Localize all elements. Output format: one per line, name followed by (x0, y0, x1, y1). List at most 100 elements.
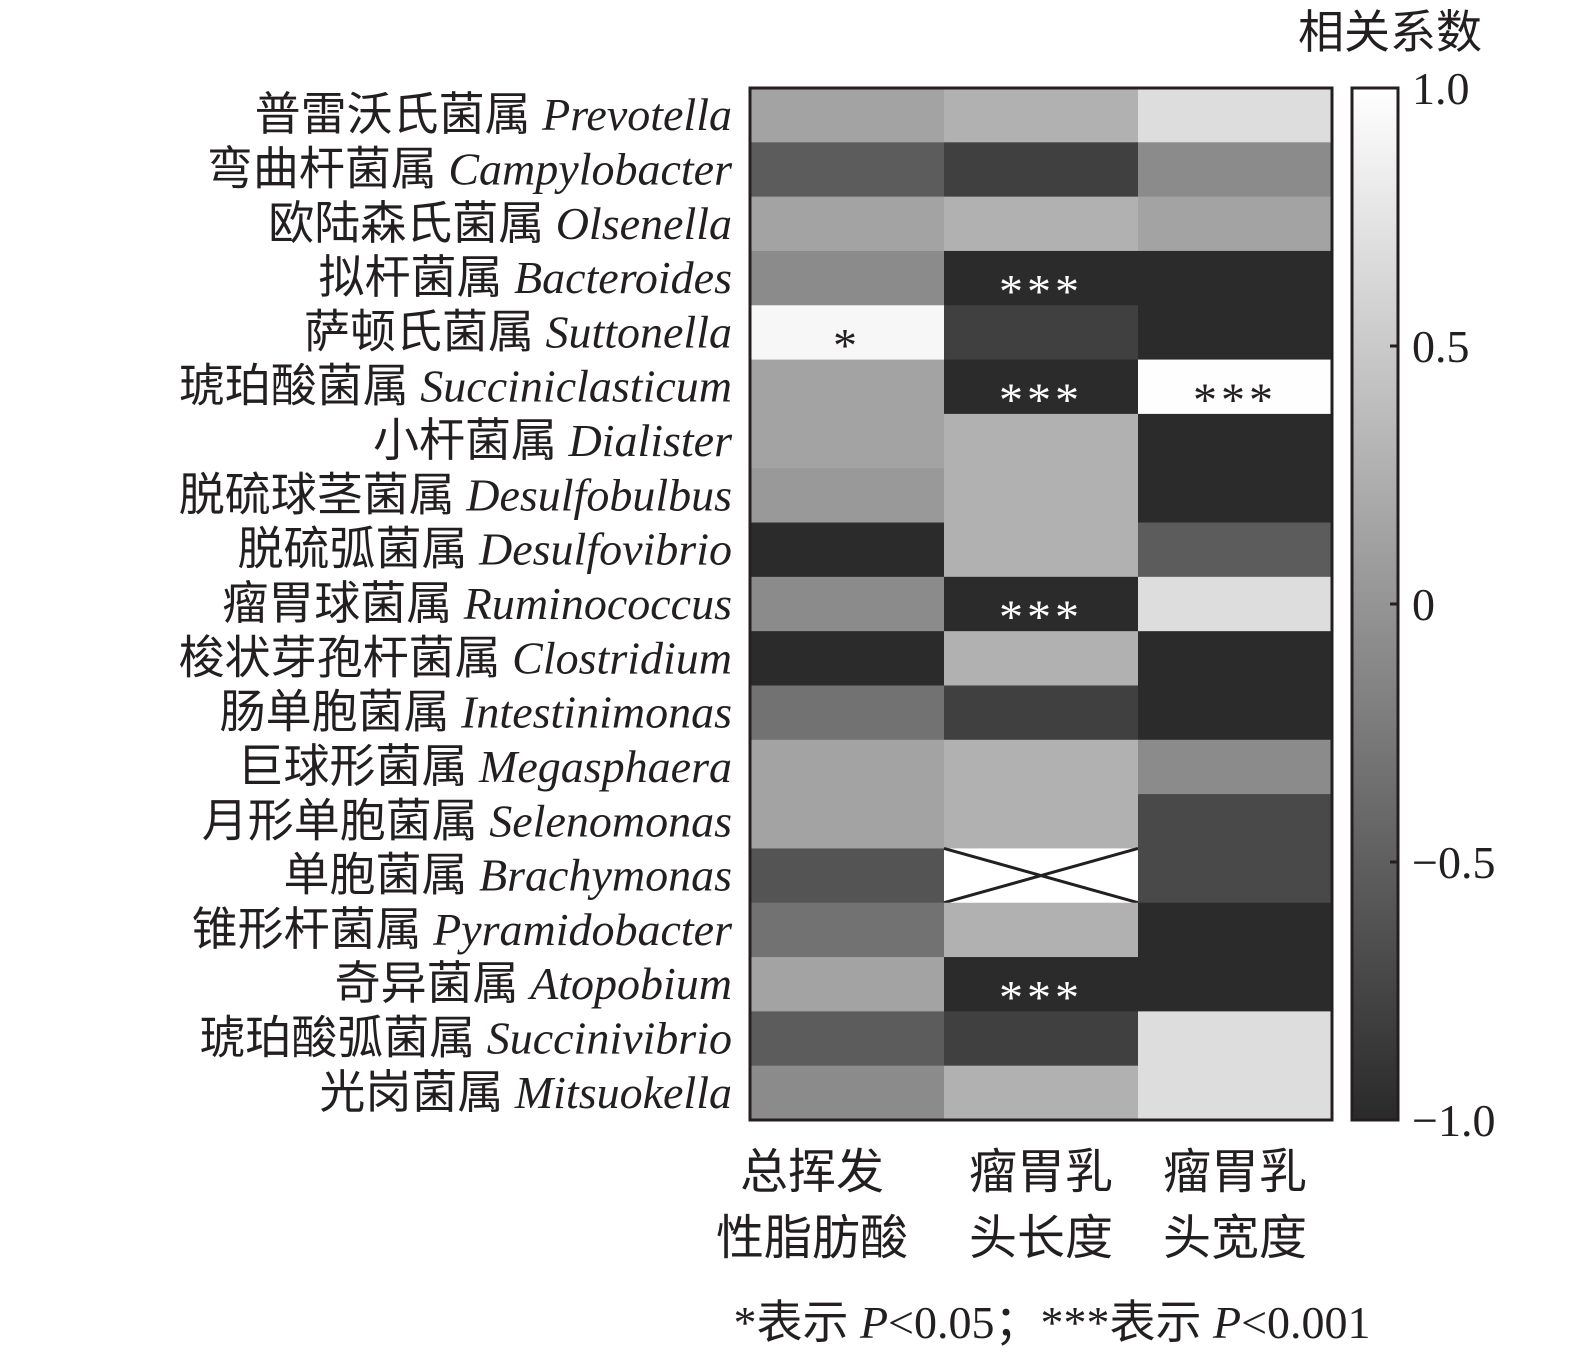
row-label-cn: 单胞菌属 (284, 850, 480, 901)
row-label-cn: 拟杆菌属 (318, 252, 514, 303)
heatmap-cell (944, 88, 1139, 143)
heatmap-cell (750, 88, 945, 143)
heatmap-cell (1138, 576, 1333, 632)
heatmap-cell (750, 848, 945, 904)
heatmap-cell (750, 739, 945, 795)
row-label: 琥珀酸弧菌属 Succinivibrio (199, 1013, 732, 1064)
row-label-cn: 琥珀酸弧菌属 (199, 1013, 487, 1064)
row-label: 肠单胞菌属 Intestinimonas (220, 687, 732, 738)
row-label: 琥珀酸菌属 Succiniclasticum (179, 361, 732, 412)
heatmap-cell (750, 305, 945, 361)
heatmap-cell (1138, 631, 1333, 686)
row-label-cn: 奇异菌属 (335, 958, 531, 1009)
row-label: 欧陆森氏菌属 Olsenella (268, 198, 732, 249)
row-label-cn: 月形单胞菌属 (202, 795, 490, 846)
heatmap-cell (750, 413, 945, 469)
row-label-cn: 梭状芽孢杆菌属 (179, 632, 513, 683)
colorbar-title: 相关系数 (1298, 7, 1482, 58)
row-label-latin: Succiniclasticum (420, 361, 732, 412)
heatmap-cell (1138, 848, 1333, 904)
row-label: 锥形杆菌属 Pyramidobacter (192, 904, 734, 955)
row-label-cn: 肠单胞菌属 (220, 687, 462, 738)
heatmap-cell (944, 1011, 1139, 1067)
row-label-latin: Selenomonas (489, 795, 732, 846)
heatmap-cell (1138, 196, 1333, 252)
row-label-latin: Desulfovibrio (478, 524, 732, 575)
heatmap-cell (944, 305, 1139, 361)
row-label: 萨顿氏菌属 Suttonella (304, 306, 732, 357)
heatmap-cell (944, 631, 1139, 686)
row-label-cn: 琥珀酸菌属 (179, 361, 421, 412)
heatmap-cell (1138, 468, 1333, 524)
row-label: 脱硫球茎菌属 Desulfobulbus (179, 469, 732, 520)
colorbar-tick-label: 0 (1412, 579, 1435, 630)
heatmap-cell (1138, 794, 1333, 849)
row-label: 奇异菌属 Atopobium (335, 958, 732, 1009)
row-label-cn: 锥形杆菌属 (192, 904, 434, 955)
heatmap-cell (1138, 413, 1333, 469)
row-label-latin: Atopobium (527, 958, 732, 1009)
row-label: 小杆菌属 Dialister (373, 415, 733, 466)
row-label-latin: Ruminococcus (463, 578, 732, 629)
row-label: 瘤胃球菌属 Ruminococcus (222, 578, 732, 629)
heatmap-cell (750, 250, 945, 306)
row-label-latin: Desulfobulbus (465, 469, 732, 520)
row-label-cn: 光岗菌属 (319, 1067, 515, 1118)
heatmap-cell (750, 1065, 945, 1121)
footnote-val2: <0.001 (1241, 1297, 1370, 1348)
heatmap-cell (750, 957, 945, 1012)
heatmap-cell (944, 522, 1139, 578)
heatmap-cell (944, 250, 1139, 306)
heatmap-cell (1138, 522, 1333, 578)
heatmap-cell (1138, 305, 1333, 361)
footnote-sym1: *表示 (733, 1297, 860, 1348)
heatmap-cell (750, 522, 945, 578)
footnote-p2: P (1212, 1297, 1241, 1348)
row-label-latin: Suttonella (545, 306, 732, 357)
heatmap-cell (944, 196, 1139, 252)
footnote-val1: <0.05； (888, 1297, 1040, 1348)
heatmap-cell (944, 576, 1139, 632)
heatmap-cell (750, 142, 945, 198)
heatmap-cell (1138, 359, 1333, 415)
column-label-line2: 头宽度 (1163, 1212, 1307, 1265)
row-label: 单胞菌属 Brachymonas (284, 850, 732, 901)
heatmap-cell (1138, 685, 1333, 741)
heatmap-cell (1138, 957, 1333, 1012)
heatmap-cell (944, 359, 1139, 415)
row-label-latin: Intestinimonas (460, 687, 732, 738)
row-label-cn: 小杆菌属 (373, 415, 569, 466)
heatmap-cell (944, 739, 1139, 795)
row-label-cn: 瘤胃球菌属 (222, 578, 464, 629)
heatmap-cell (1138, 250, 1333, 306)
row-label: 巨球形菌属 Megasphaera (238, 741, 732, 792)
row-label-latin: Pyramidobacter (432, 904, 733, 955)
row-label: 弯曲杆菌属 Campylobacter (207, 143, 733, 194)
heatmap-cell (750, 902, 945, 958)
row-label-latin: Clostridium (512, 632, 732, 683)
row-label-cn: 弯曲杆菌属 (207, 143, 449, 194)
row-label: 拟杆菌属 Bacteroides (318, 252, 732, 303)
missing-cross-line (943, 846, 1139, 905)
heatmap-frame (748, 86, 1334, 1122)
heatmap-cell (1138, 1011, 1333, 1067)
heatmap-cell (944, 142, 1139, 198)
heatmap-cell (944, 957, 1139, 1012)
heatmap-cell (1138, 142, 1333, 198)
row-label: 脱硫弧菌属 Desulfovibrio (238, 524, 732, 575)
heatmap-cell (750, 1011, 945, 1067)
heatmap-cell (750, 468, 945, 524)
colorbar-tick-label: −1.0 (1412, 1095, 1495, 1146)
heatmap-cell (750, 685, 945, 741)
heatmap-cell (944, 794, 1139, 849)
row-label-cn: 巨球形菌属 (238, 741, 480, 792)
column-label-line2: 性脂肪酸 (716, 1212, 908, 1265)
heatmap-cell (750, 359, 945, 415)
row-label-latin: Bacteroides (514, 252, 732, 303)
row-label-cn: 脱硫弧菌属 (238, 524, 480, 575)
row-label-latin: Dialister (567, 415, 733, 466)
colorbar-tick-label: 1.0 (1412, 63, 1470, 114)
